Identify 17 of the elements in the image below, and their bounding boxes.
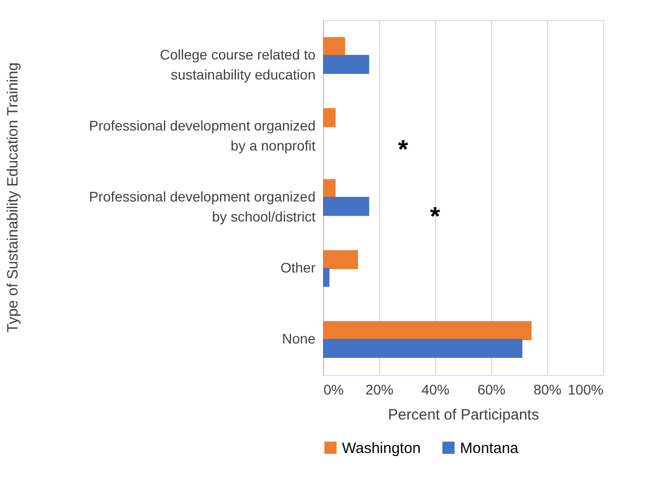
annotation: * [430,201,441,231]
y-axis-title: Type of Sustainability Education Training [4,62,22,333]
legend-label: Washington [342,440,421,457]
y-tick-label: Professional development organized by school/district [89,188,316,224]
y-tick-label: Professional development organized by a nonprofit [89,118,316,154]
x-tick-label: 60% [477,382,506,398]
legend-label: Montana [460,440,520,457]
x-tick-label: 80% [533,382,562,398]
x-tick-label: 100% [568,382,604,398]
y-tick-label: None [282,330,316,346]
x-tick-label: 40% [421,382,450,398]
x-tick-label: 20% [365,382,394,398]
x-tick-label: 0% [324,382,344,398]
y-tick-label: Other [280,260,316,276]
annotation: * [398,134,409,164]
y-tick-label: College course related to sustainability education [160,46,316,82]
x-axis-title: Percent of Participants [388,406,539,424]
